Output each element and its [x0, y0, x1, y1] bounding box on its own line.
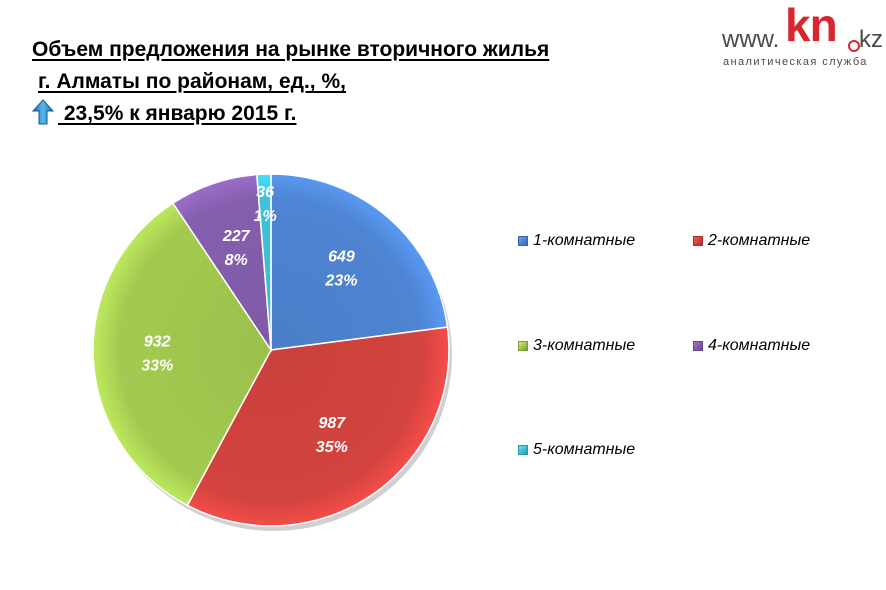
kn-kz-logo[interactable]: www. kn kz аналитическая служба — [722, 0, 886, 74]
title-line-3: 23,5% к январю 2015 г. — [58, 102, 297, 125]
logo-www: www. — [722, 26, 780, 53]
logo-kz: kz — [859, 26, 883, 53]
slice-3-value-label: 932 — [144, 333, 171, 350]
pie-slice-5[interactable] — [255, 173, 272, 351]
title-line-1: Объем предложения на рынке вторичного жи… — [32, 38, 550, 61]
legend-swatch-4 — [693, 341, 703, 351]
up-arrow-icon — [31, 99, 55, 135]
slice-5-percent-label: 1% — [254, 208, 277, 225]
legend-label-4: 4-комнатные — [708, 337, 811, 354]
slice-5-value-label: 36 — [256, 184, 274, 201]
slice-2-percent-label: 35% — [316, 439, 348, 456]
legend-item-1: 1-комнатные — [518, 232, 635, 250]
legend-item-2: 2-комнатные — [693, 232, 810, 250]
legend-label-2: 2-комнатные — [708, 232, 811, 249]
chart-title: Объем предложения на рынке вторичного жи… — [31, 34, 550, 135]
legend-swatch-1 — [518, 236, 528, 246]
legend-swatch-2 — [693, 236, 703, 246]
slice-3-percent-label: 33% — [141, 357, 173, 374]
pie-slice-3[interactable] — [92, 202, 272, 507]
logo-dot-icon — [848, 40, 860, 52]
legend-swatch-3 — [518, 341, 528, 351]
logo-subtitle: аналитическая служба — [723, 56, 868, 68]
legend-item-4: 4-комнатные — [693, 337, 810, 355]
slice-1-value-label: 649 — [328, 249, 355, 266]
logo-kn: kn — [785, 0, 838, 51]
legend-item-3: 3-комнатные — [518, 337, 635, 355]
slice-2-value-label: 987 — [318, 415, 346, 432]
slice-1-percent-label: 23% — [324, 273, 357, 290]
pie-slice-1[interactable] — [270, 173, 449, 351]
pie-slice-4[interactable] — [171, 173, 272, 353]
title-line-2: г. Алматы по районам, ед., %, — [38, 70, 346, 93]
legend-label-3: 3-комнатные — [533, 337, 636, 354]
legend-label-5: 5-комнатные — [533, 441, 636, 458]
slice-4-value-label: 227 — [222, 228, 251, 245]
pie-slice-2[interactable] — [186, 326, 450, 527]
legend-item-5: 5-комнатные — [518, 441, 635, 459]
slice-4-percent-label: 8% — [225, 252, 248, 269]
legend-label-1: 1-комнатные — [533, 232, 636, 249]
legend-swatch-5 — [518, 445, 528, 455]
